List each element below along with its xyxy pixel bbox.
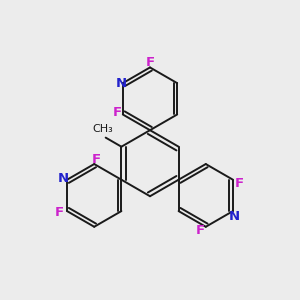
Text: F: F: [195, 224, 204, 237]
Text: F: F: [146, 56, 155, 69]
Text: N: N: [229, 209, 240, 223]
Text: F: F: [55, 206, 64, 219]
Text: F: F: [113, 106, 122, 119]
Text: CH₃: CH₃: [93, 124, 113, 134]
Text: F: F: [91, 153, 101, 166]
Text: F: F: [234, 176, 243, 190]
Text: N: N: [58, 172, 69, 184]
Text: N: N: [116, 76, 127, 90]
